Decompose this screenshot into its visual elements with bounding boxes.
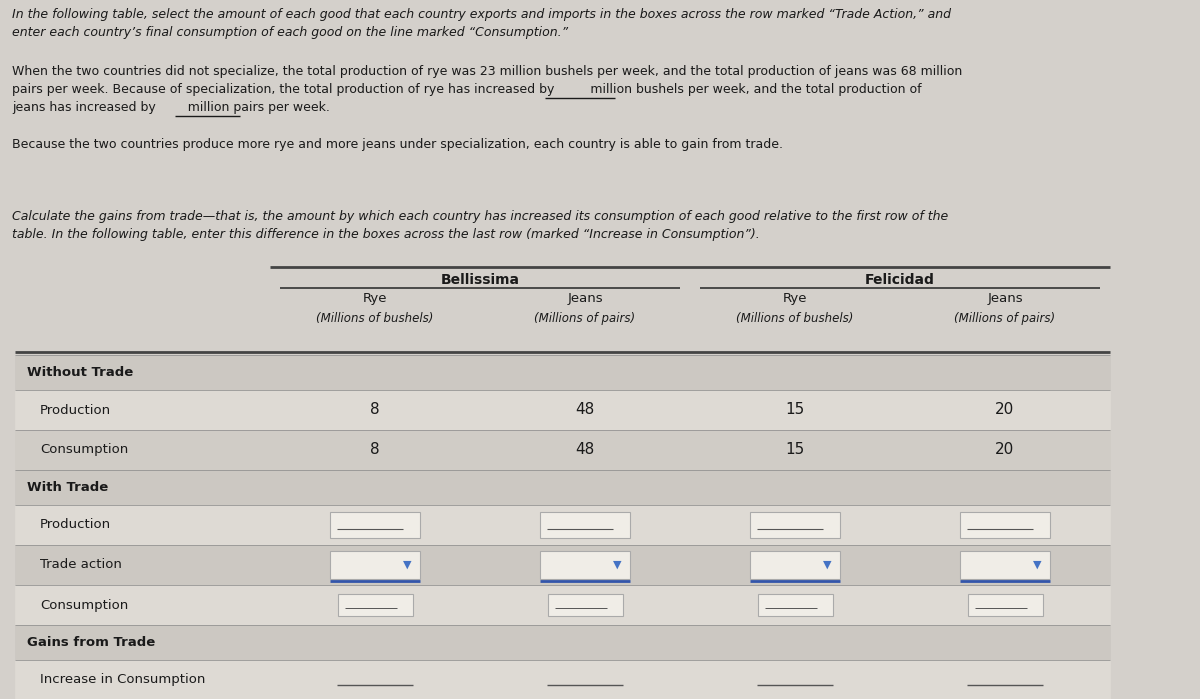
Text: Without Trade: Without Trade bbox=[28, 366, 133, 379]
Bar bbox=[750, 512, 840, 538]
Text: In the following table, select the amount of each good that each country exports: In the following table, select the amoun… bbox=[12, 8, 952, 21]
Text: 20: 20 bbox=[995, 403, 1015, 417]
Text: With Trade: With Trade bbox=[28, 481, 108, 494]
Bar bbox=[547, 594, 623, 616]
Bar bbox=[337, 594, 413, 616]
Text: Trade action: Trade action bbox=[40, 559, 122, 572]
Text: Rye: Rye bbox=[362, 292, 388, 305]
Bar bbox=[14, 430, 1110, 470]
Text: table. In the following table, enter this difference in the boxes across the las: table. In the following table, enter thi… bbox=[12, 228, 760, 241]
Text: Rye: Rye bbox=[782, 292, 808, 305]
Text: enter each country’s final consumption of each good on the line marked “Consumpt: enter each country’s final consumption o… bbox=[12, 26, 568, 39]
Bar bbox=[14, 470, 1110, 505]
Text: (Millions of pairs): (Millions of pairs) bbox=[534, 312, 636, 325]
Text: 48: 48 bbox=[575, 403, 595, 417]
Bar bbox=[14, 505, 1110, 545]
Bar bbox=[14, 545, 1110, 585]
Bar bbox=[14, 390, 1110, 430]
Text: 8: 8 bbox=[370, 403, 380, 417]
Bar bbox=[14, 585, 1110, 625]
Bar bbox=[330, 512, 420, 538]
Text: ▼: ▼ bbox=[613, 560, 622, 570]
Text: ▼: ▼ bbox=[1033, 560, 1042, 570]
Text: Bellissima: Bellissima bbox=[440, 273, 520, 287]
Text: ▼: ▼ bbox=[403, 560, 412, 570]
Text: (Millions of pairs): (Millions of pairs) bbox=[954, 312, 1056, 325]
Bar bbox=[540, 512, 630, 538]
Bar bbox=[14, 660, 1110, 699]
Text: Felicidad: Felicidad bbox=[865, 273, 935, 287]
Bar bbox=[967, 594, 1043, 616]
Text: 48: 48 bbox=[575, 442, 595, 458]
Bar bbox=[14, 355, 1110, 390]
Text: 15: 15 bbox=[785, 442, 805, 458]
Bar bbox=[14, 265, 1110, 699]
Text: Production: Production bbox=[40, 403, 112, 417]
Bar bbox=[960, 551, 1050, 579]
Text: (Millions of bushels): (Millions of bushels) bbox=[737, 312, 853, 325]
Bar bbox=[540, 551, 630, 579]
Bar bbox=[330, 551, 420, 579]
Text: ▼: ▼ bbox=[823, 560, 832, 570]
Text: When the two countries did not specialize, the total production of rye was 23 mi: When the two countries did not specializ… bbox=[12, 65, 962, 78]
Bar bbox=[757, 594, 833, 616]
Text: 15: 15 bbox=[785, 403, 805, 417]
Text: Jeans: Jeans bbox=[568, 292, 602, 305]
Text: Production: Production bbox=[40, 519, 112, 531]
Bar bbox=[14, 625, 1110, 660]
Text: Jeans: Jeans bbox=[988, 292, 1022, 305]
Text: Consumption: Consumption bbox=[40, 598, 128, 612]
Bar bbox=[750, 551, 840, 579]
Text: Consumption: Consumption bbox=[40, 443, 128, 456]
Text: Calculate the gains from trade—that is, the amount by which each country has inc: Calculate the gains from trade—that is, … bbox=[12, 210, 948, 223]
Bar bbox=[960, 512, 1050, 538]
Text: Because the two countries produce more rye and more jeans under specialization, : Because the two countries produce more r… bbox=[12, 138, 784, 151]
Text: pairs per week. Because of specialization, the total production of rye has incre: pairs per week. Because of specializatio… bbox=[12, 83, 922, 96]
Text: Increase in Consumption: Increase in Consumption bbox=[40, 673, 205, 686]
Text: 8: 8 bbox=[370, 442, 380, 458]
Bar bbox=[270, 265, 1110, 355]
Text: 20: 20 bbox=[995, 442, 1015, 458]
Text: jeans has increased by        million pairs per week.: jeans has increased by million pairs per… bbox=[12, 101, 330, 114]
Text: (Millions of bushels): (Millions of bushels) bbox=[317, 312, 433, 325]
Text: Gains from Trade: Gains from Trade bbox=[28, 636, 155, 649]
